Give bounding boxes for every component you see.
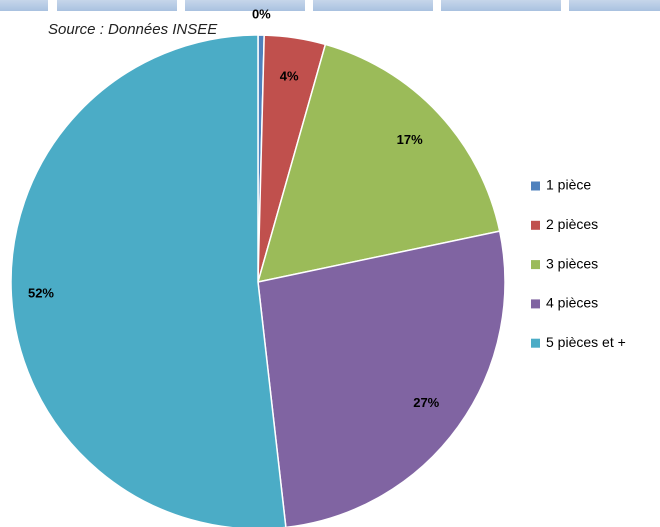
legend-label: 2 pièces [546, 216, 598, 232]
legend-swatch [531, 338, 540, 348]
pie-slice [256, 43, 501, 283]
legend-swatch [531, 299, 540, 309]
data-label: 52% [28, 286, 54, 301]
pie-slice [10, 34, 287, 527]
pie-slice [257, 230, 506, 527]
legend-swatch [531, 260, 540, 270]
source: Source : Données INSEE [48, 21, 218, 38]
legend-label: 1 pièce [546, 177, 591, 193]
legend-label: 5 pièces et + [546, 334, 626, 350]
legend-label: 3 pièces [546, 255, 598, 271]
data-label: 17% [397, 132, 423, 147]
data-label: 27% [413, 395, 439, 410]
header-tabs [0, 0, 660, 11]
data-label: 4% [280, 68, 299, 83]
legend-swatch [531, 220, 540, 230]
data-label: 0% [252, 7, 271, 22]
legend-swatch [531, 181, 540, 191]
legend-label: 4 pièces [546, 295, 598, 311]
